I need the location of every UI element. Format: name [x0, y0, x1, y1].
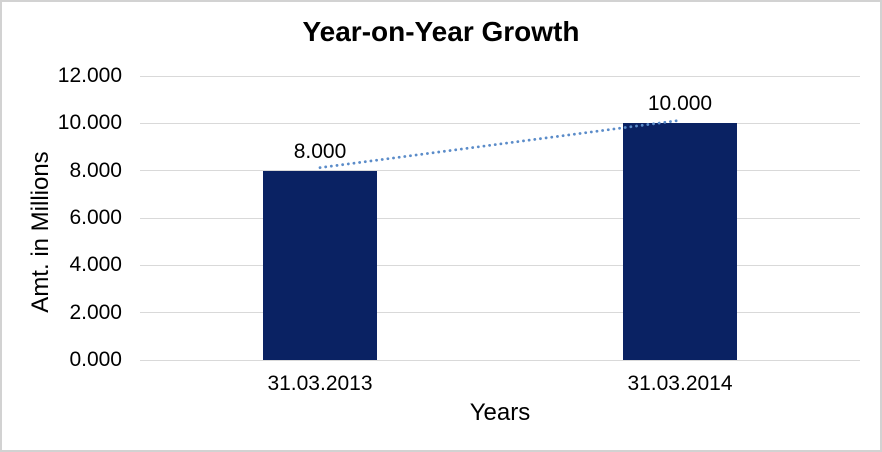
gridline — [140, 312, 860, 314]
gridline — [140, 359, 860, 361]
gridline — [140, 170, 860, 172]
data-label: 10.000 — [647, 92, 713, 116]
y-tick-label: 6.000 — [69, 206, 122, 229]
chart-title: Year-on-Year Growth — [302, 16, 580, 47]
x-axis-title: Years — [469, 399, 531, 426]
gridline — [140, 264, 860, 266]
data-label: 8.000 — [293, 139, 347, 163]
y-tick-label: 2.000 — [69, 300, 122, 324]
gridline — [140, 217, 860, 219]
y-tick-label: 8.000 — [69, 158, 122, 182]
x-tick-label: 31.03.2013 — [267, 372, 373, 395]
y-tick-label: 12.000 — [57, 64, 122, 87]
bar-31.03.2014 — [623, 123, 737, 360]
y-axis-title: Amt. in Millions — [27, 151, 54, 313]
y-tick-label: 0.000 — [69, 348, 122, 371]
gridline — [140, 75, 860, 77]
y-tick-label: 4.000 — [69, 253, 122, 277]
bar-31.03.2013 — [263, 170, 377, 360]
gridline — [140, 122, 860, 124]
x-tick-label: 31.03.2014 — [627, 372, 733, 395]
y-tick-label: 10.000 — [57, 111, 122, 135]
